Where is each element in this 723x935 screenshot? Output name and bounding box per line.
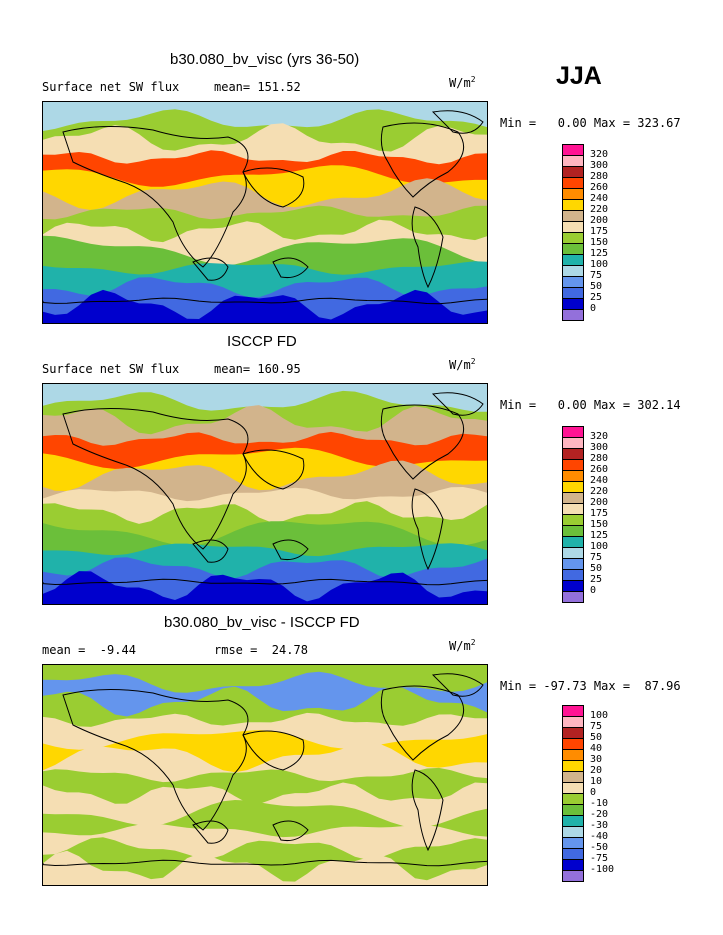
colorbar-label: 150 [590,519,609,530]
coastline [242,449,305,490]
coastline [43,859,487,867]
colorbar-label: 220 [590,204,609,215]
colorbar-label: 280 [590,171,609,182]
panel-1-left-label: Surface net SW flux [42,80,180,94]
panel-1-minmax: Min = 0.00 Max = 323.67 [500,116,681,130]
panel-2-map [42,383,488,605]
colorbar-label: 200 [590,497,609,508]
colorbar-label: 75 [590,270,603,281]
panel-3-map [42,664,488,886]
colorbar-label: 260 [590,464,609,475]
coastline [62,407,249,550]
colorbar-label: -20 [590,809,609,820]
colorbar-label: 125 [590,248,609,259]
colorbar-label: 20 [590,765,603,776]
coastline [380,404,465,480]
colorbar-label: 50 [590,732,603,743]
coastline [62,688,249,831]
coastline [380,685,465,761]
coastline [272,539,309,560]
colorbar-label: 0 [590,787,597,798]
colorbar-label: 300 [590,442,609,453]
colorbar-label: 150 [590,237,609,248]
coastline [431,110,484,134]
colorbar-label: 240 [590,475,609,486]
colorbar-label: 25 [590,292,603,303]
colorbar-label: 200 [590,215,609,226]
contour-band [43,571,487,604]
panel-3-title: b30.080_bv_visc - ISCCP FD [164,614,360,631]
colorbar-label: 175 [590,226,609,237]
colorbar-label: 25 [590,574,603,585]
panel-3-units: W/m2 [449,638,476,653]
colorbar-label: -50 [590,842,609,853]
coastline [192,257,229,281]
panel-3-minmax: Min = -97.73 Max = 87.96 [500,679,681,693]
coastline [411,488,444,571]
colorbar-box [562,870,584,882]
panel-1-mean-label: mean= 151.52 [214,80,301,94]
colorbar-label: 240 [590,193,609,204]
panel-2-left-label: Surface net SW flux [42,362,180,376]
coastline [242,730,305,771]
coastline [380,122,465,198]
panel-3-left-label: mean = -9.44 [42,643,136,657]
colorbar-label: 320 [590,149,609,160]
colorbar-label: 40 [590,743,603,754]
colorbar-label: -10 [590,798,609,809]
colorbar-label: 125 [590,530,609,541]
colorbar-label: 100 [590,710,609,721]
panel-3-rmse-label: rmse = 24.78 [214,643,308,657]
colorbar-label: 100 [590,541,609,552]
colorbar-label: -30 [590,820,609,831]
colorbar-label: 75 [590,721,603,732]
colorbar-label: 0 [590,303,597,314]
panel-1-units: W/m2 [449,75,476,90]
panel-1-map [42,101,488,324]
coastline [43,297,487,305]
panel-2-title: ISCCP FD [227,333,297,350]
colorbar-label: 300 [590,160,609,171]
coastline [411,769,444,852]
panel-2-mean-label: mean= 160.95 [214,362,301,376]
contour-band [43,289,487,323]
coastline [43,578,487,586]
contour-band [43,850,487,885]
colorbar-label: 100 [590,259,609,270]
colorbar-box [562,309,584,321]
panel-1-map-svg [43,102,487,323]
colorbar-label: 220 [590,486,609,497]
colorbar-label: 75 [590,552,603,563]
colorbar-label: 280 [590,453,609,464]
coastline [272,257,309,278]
coastline [272,820,309,841]
panel-2-map-svg [43,384,487,604]
colorbar-label: 260 [590,182,609,193]
coastline [192,539,229,563]
colorbar-label: 50 [590,281,603,292]
colorbar-box [562,591,584,603]
coastline [431,673,484,697]
panel-3-map-svg [43,665,487,885]
colorbar-label: 0 [590,585,597,596]
colorbar-label: -100 [590,864,615,875]
coastline [242,167,305,208]
panel-2-units: W/m2 [449,357,476,372]
coastline [62,125,249,268]
panel-2-minmax: Min = 0.00 Max = 302.14 [500,398,681,412]
colorbar-label: 320 [590,431,609,442]
colorbar-label: 175 [590,508,609,519]
colorbar-label: 50 [590,563,603,574]
coastline [192,820,229,844]
panel-1-title: b30.080_bv_visc (yrs 36-50) [170,51,360,68]
coastline [411,206,444,289]
coastline [431,392,484,416]
colorbar-label: -40 [590,831,609,842]
colorbar-label: 10 [590,776,603,787]
season-label: JJA [556,62,602,90]
colorbar-label: -75 [590,853,609,864]
colorbar-label: 30 [590,754,603,765]
